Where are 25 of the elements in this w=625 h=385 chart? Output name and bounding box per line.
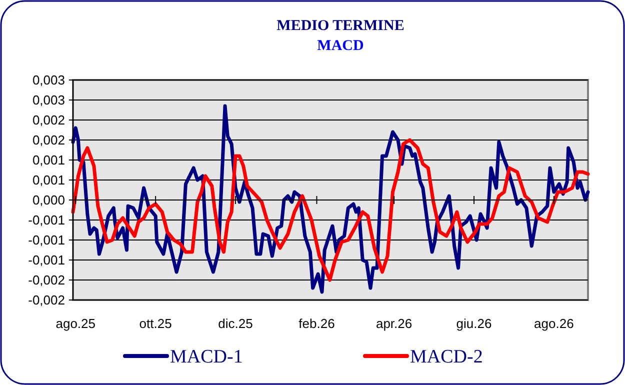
y-tick-label: -0,002 xyxy=(28,292,65,308)
legend-label: MACD-1 xyxy=(170,346,243,368)
chart-subtitle: MACD xyxy=(317,38,364,54)
y-tick-label: 0,003 xyxy=(32,72,65,88)
line-series xyxy=(71,138,590,282)
x-tick-label: ago.25 xyxy=(56,316,96,331)
y-tick-label: -0,002 xyxy=(28,272,65,288)
y-tick-label: 0,001 xyxy=(32,152,65,168)
y-tick-label: 0,003 xyxy=(32,92,65,108)
line-series xyxy=(71,104,590,294)
x-tick-label: ott.25 xyxy=(139,316,172,331)
y-tick-label: 0,001 xyxy=(32,172,65,188)
legend-label: MACD-2 xyxy=(410,346,483,368)
y-tick-label: 0,002 xyxy=(32,112,65,128)
y-tick-label: -0,001 xyxy=(28,232,65,248)
y-tick-label: -0,001 xyxy=(28,212,65,228)
x-tick-label: feb.26 xyxy=(298,316,335,331)
x-tick-label: ago.26 xyxy=(534,316,574,331)
x-tick-label: dic.25 xyxy=(218,316,253,331)
y-tick-label: 0,000 xyxy=(32,192,65,208)
x-tick-label: giu.26 xyxy=(456,316,492,331)
x-tick-label: apr.26 xyxy=(376,316,412,331)
y-tick-label: 0,002 xyxy=(32,132,65,148)
y-tick-label: -0,001 xyxy=(28,252,65,268)
chart-title: MEDIO TERMINE xyxy=(276,18,404,34)
